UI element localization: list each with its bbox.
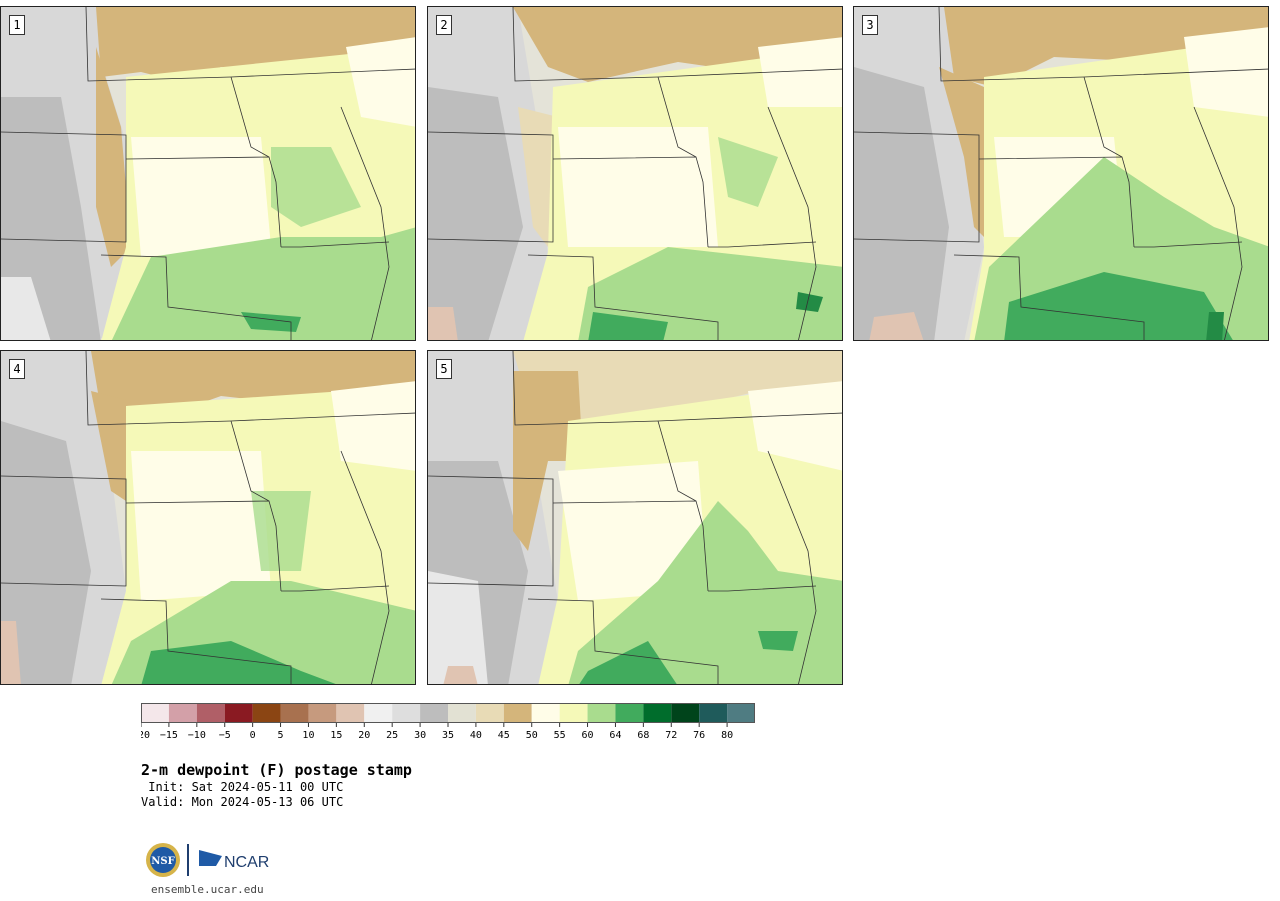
colorbar-swatch [699,703,728,723]
colorbar-swatch [587,703,616,723]
colorbar-swatch [671,703,700,723]
colorbar-tick-label: 72 [665,730,677,741]
dewpoint-map-4 [1,351,415,684]
colorbar-swatch [336,703,365,723]
colorbar-swatch [280,703,309,723]
colorbar-tick-label: 76 [693,730,705,741]
stamp-panel-5: 5 [427,350,843,685]
colorbar-tick-label: 55 [554,730,566,741]
colorbar-swatch [448,703,476,723]
colorbar-tick-label: 10 [302,730,314,741]
colorbar-tick-label: 25 [386,730,398,741]
stamp-panel-4: 4 [0,350,416,685]
dewpoint-map-1 [1,7,415,340]
colorbar-tick-label: 35 [442,730,454,741]
colorbar-tick-label: 15 [330,730,342,741]
colorbar-tick-label: 50 [526,730,538,741]
colorbar-tick-label: 0 [250,730,256,741]
colorbar-swatch [141,703,169,723]
nsf-logo-icon: NSF [146,843,180,877]
colorbar-tick-label: 30 [414,730,426,741]
colorbar-swatch [252,703,281,723]
chart-title: 2-m dewpoint (F) postage stamp [141,761,412,779]
colorbar-swatch [224,703,253,723]
colorbar-tick-label: 40 [470,730,482,741]
stamp-panel-2: 2 [427,6,843,341]
colorbar-swatch [531,703,560,723]
colorbar-swatch [643,703,672,723]
colorbar-tick-label: 20 [358,730,370,741]
panel-label: 1 [9,15,25,35]
colorbar: −20 −15 −10 −5 0 5 10 15 20 25 30 35 40 45 50 55 60 64 68 7… [141,703,755,741]
logos: NSF NCAR [146,843,269,877]
colorbar-tick-label: −20 [141,730,150,741]
dewpoint-map-2 [428,7,842,340]
colorbar-swatch [420,703,448,723]
colorbar-tick-label: 64 [609,730,621,741]
colorbar-tick-label: 68 [637,730,649,741]
colorbar-tick-label: −5 [219,730,231,741]
panel-label: 4 [9,359,25,379]
ncar-logo-icon: NCAR [199,850,269,871]
colorbar-tick-label: 45 [498,730,510,741]
colorbar-swatch [392,703,421,723]
colorbar-swatch [308,703,337,723]
colorbar-tick-label: −15 [160,730,178,741]
colorbar-tick-label: 80 [721,730,733,741]
init-time: Init: Sat 2024-05-11 00 UTC [141,780,344,794]
panel-label: 3 [862,15,878,35]
colorbar-swatch [168,703,197,723]
dewpoint-map-5 [428,351,842,684]
panel-label: 2 [436,15,452,35]
colorbar-tick-label: −10 [188,730,206,741]
colorbar-swatch [196,703,225,723]
colorbar-swatch [364,703,393,723]
colorbar-swatch [615,703,644,723]
ncar-logo-text: NCAR [224,854,269,871]
source-url: ensemble.ucar.edu [151,883,264,896]
colorbar-frame [141,703,755,723]
valid-time: Valid: Mon 2024-05-13 06 UTC [141,795,344,809]
colorbar-tick-label: 60 [582,730,594,741]
colorbar-swatch [475,703,504,723]
stamp-panel-3: 3 [853,6,1269,341]
stamp-panel-1: 1 [0,6,416,341]
colorbar-swatch [727,703,755,723]
colorbar-swatch [503,703,532,723]
panel-label: 5 [436,359,452,379]
nsf-logo-text: NSF [151,856,174,867]
dewpoint-map-3 [854,7,1268,340]
colorbar-tick-label: 5 [278,730,284,741]
colorbar-swatch [559,703,588,723]
